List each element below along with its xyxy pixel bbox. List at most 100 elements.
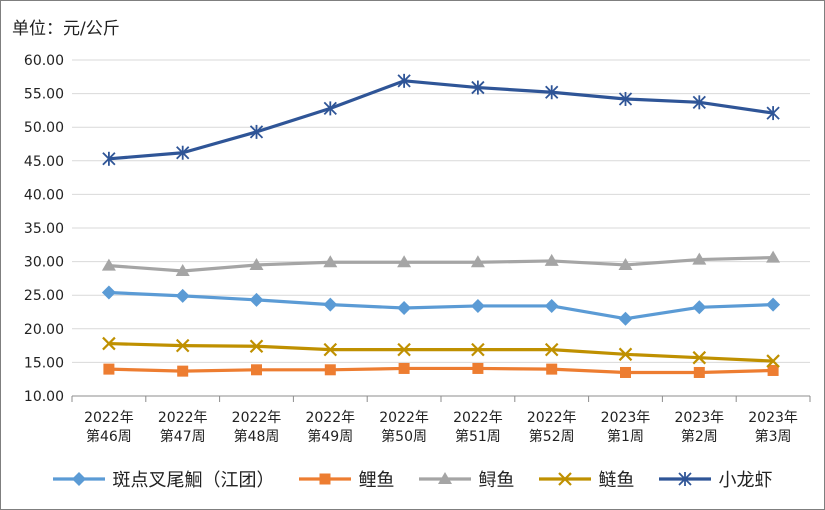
series-line: [108, 341, 774, 363]
data-point: [103, 363, 115, 375]
data-point: [618, 311, 633, 326]
series-line: [108, 255, 774, 273]
data-point: [102, 151, 116, 166]
y-tick-label: 60.00: [24, 53, 64, 69]
series-4: [102, 73, 780, 166]
x-tick-label: 2022年第46周: [84, 410, 134, 445]
data-point: [397, 300, 412, 315]
series-2: [101, 250, 781, 277]
data-point: [470, 255, 485, 268]
data-point: [397, 255, 412, 268]
series-1: [103, 362, 779, 378]
y-tick-label: 15.00: [24, 355, 64, 371]
data-point: [323, 101, 337, 116]
data-point: [251, 364, 262, 376]
series-line: [108, 366, 774, 375]
legend-item: 鲟鱼: [417, 466, 515, 492]
data-point: [767, 364, 779, 376]
data-point: [618, 91, 633, 106]
data-point: [323, 255, 338, 268]
data-point: [472, 362, 484, 374]
legend-marker: [677, 472, 692, 486]
y-tick-label: 45.00: [24, 154, 64, 170]
data-point: [544, 253, 559, 266]
legend: 斑点叉尾鮰（江团） 鲤鱼 鲟鱼 鲢鱼 小龙虾: [0, 466, 823, 492]
axes: 10.00 15.00 20.00 25.00 30.00 35.00 40.00 45.00…: [24, 53, 811, 445]
data-point: [101, 285, 116, 300]
y-tick-label: 55.00: [24, 87, 64, 103]
data-point: [324, 364, 336, 376]
legend-marker: [557, 472, 572, 486]
legend-swatch: [538, 472, 591, 486]
data-point: [544, 342, 559, 357]
data-point: [398, 362, 410, 374]
data-point: [471, 342, 485, 357]
series-line: [108, 79, 774, 161]
data-point: [249, 339, 264, 354]
x-tick-label: 2023年第2周: [674, 410, 724, 445]
data-point: [544, 298, 559, 313]
legend-label: 小龙虾: [718, 470, 773, 491]
y-tick-label: 50.00: [24, 120, 64, 136]
x-tick-label: 2022年第48周: [232, 410, 282, 445]
y-tick-label: 20.00: [24, 322, 64, 338]
x-tick-label: 2022年第49周: [305, 410, 355, 445]
data-point: [101, 258, 116, 271]
legend-swatch: [418, 472, 471, 484]
y-tick-label: 25.00: [24, 288, 64, 304]
series-3: [102, 336, 780, 368]
data-point: [766, 297, 781, 312]
data-point: [470, 298, 485, 313]
data-point: [692, 300, 707, 315]
legend-label: 鲟鱼: [478, 470, 515, 491]
legend-swatch: [52, 472, 105, 486]
legend-item: 鲤鱼: [297, 466, 395, 492]
legend-marker: [319, 473, 330, 485]
data-point: [766, 250, 781, 263]
y-tick-label: 35.00: [24, 221, 64, 237]
data-point: [546, 363, 558, 375]
y-tick-label: 40.00: [24, 187, 64, 203]
x-tick-label: 2022年第47周: [158, 410, 208, 445]
y-tick-label: 10.00: [24, 389, 64, 405]
x-tick-label: 2022年第50周: [379, 410, 429, 445]
data-point: [397, 73, 411, 88]
legend-swatch: [658, 472, 711, 486]
data-point: [176, 145, 190, 160]
series-layer: [101, 73, 781, 378]
data-point: [693, 366, 705, 378]
data-point: [249, 257, 264, 270]
data-point: [618, 257, 633, 270]
data-point: [692, 252, 707, 265]
data-point: [766, 354, 780, 368]
series-line: [108, 290, 774, 321]
data-point: [175, 338, 190, 353]
legend-item: 斑点叉尾鮰（江团）: [51, 466, 275, 492]
y-tick-label: 30.00: [24, 255, 64, 271]
data-point: [692, 95, 706, 110]
x-tick-label: 2022年第51周: [453, 410, 503, 445]
data-point: [323, 297, 338, 312]
line-chart: 10.00 15.00 20.00 25.00 30.00 35.00 40.00 45.00…: [24, 53, 811, 445]
legend-label: 鲤鱼: [358, 470, 395, 491]
legend-item: 鲢鱼: [537, 466, 635, 492]
x-tick-label: 2023年第1周: [601, 410, 651, 445]
legend-marker: [437, 472, 452, 484]
series-0: [101, 285, 781, 326]
data-point: [692, 350, 707, 365]
data-point: [766, 106, 780, 121]
data-point: [620, 366, 631, 378]
legend-item: 小龙虾: [657, 466, 773, 492]
data-point: [618, 347, 633, 362]
legend-label: 斑点叉尾鮰（江团）: [112, 470, 275, 491]
data-point: [175, 288, 190, 303]
data-point: [323, 342, 338, 357]
legend-label: 鲢鱼: [598, 470, 635, 491]
data-point: [249, 124, 264, 139]
data-point: [175, 264, 190, 277]
x-tick-label: 2023年第3周: [748, 410, 798, 445]
data-point: [397, 342, 411, 357]
x-tick-label: 2022年第52周: [527, 410, 577, 445]
data-point: [102, 336, 116, 351]
